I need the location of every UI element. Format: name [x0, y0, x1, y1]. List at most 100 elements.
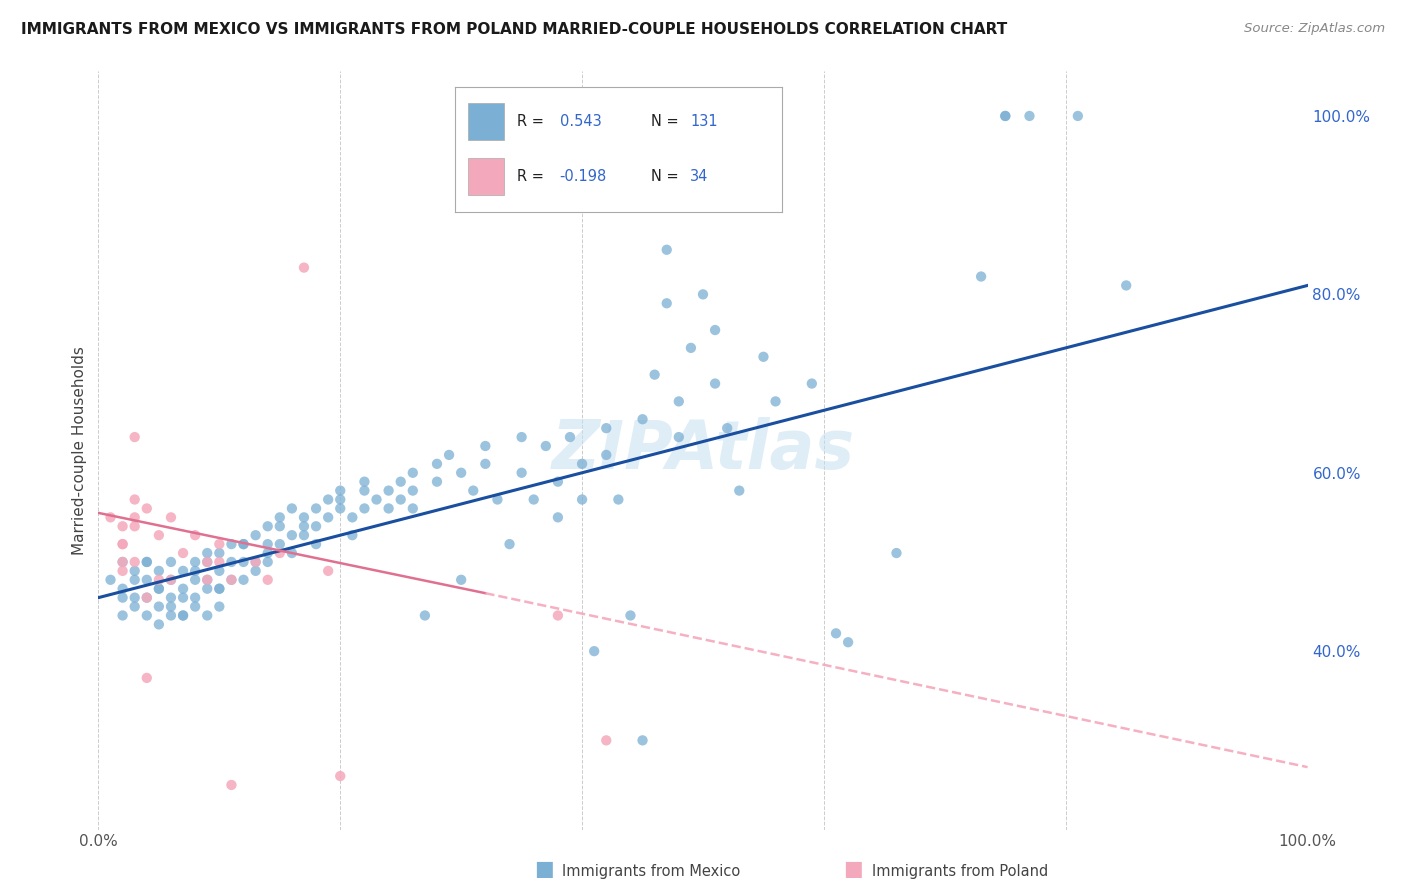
- Point: [450, 466, 472, 480]
- Point: [583, 644, 606, 658]
- Point: [245, 528, 267, 542]
- Point: [655, 296, 678, 310]
- Text: ZIPAtlas: ZIPAtlas: [551, 417, 855, 483]
- Text: IMMIGRANTS FROM MEXICO VS IMMIGRANTS FROM POLAND MARRIED-COUPLE HOUSEHOLDS CORRE: IMMIGRANTS FROM MEXICO VS IMMIGRANTS FRO…: [21, 22, 1007, 37]
- Point: [668, 394, 690, 409]
- Point: [353, 501, 375, 516]
- Text: ■: ■: [534, 859, 554, 879]
- Point: [292, 510, 315, 524]
- Point: [281, 528, 304, 542]
- Point: [135, 608, 157, 623]
- Point: [510, 466, 533, 480]
- Point: [1067, 109, 1090, 123]
- Point: [498, 537, 520, 551]
- Point: [135, 501, 157, 516]
- Point: [135, 555, 157, 569]
- Point: [595, 448, 617, 462]
- Point: [692, 287, 714, 301]
- Point: [184, 528, 207, 542]
- Point: [245, 555, 267, 569]
- Point: [172, 582, 194, 596]
- Point: [292, 260, 315, 275]
- Point: [148, 599, 170, 614]
- Point: [631, 412, 654, 426]
- Point: [704, 323, 727, 337]
- Point: [353, 475, 375, 489]
- Point: [547, 510, 569, 524]
- Point: [800, 376, 823, 391]
- Point: [195, 608, 218, 623]
- Point: [111, 555, 134, 569]
- Point: [124, 430, 146, 444]
- Point: [172, 546, 194, 560]
- Point: [256, 519, 278, 533]
- Point: [377, 501, 399, 516]
- Point: [184, 564, 207, 578]
- Point: [100, 510, 122, 524]
- Point: [184, 599, 207, 614]
- Point: [1115, 278, 1137, 293]
- Point: [245, 555, 267, 569]
- Point: [172, 608, 194, 623]
- Point: [269, 510, 291, 524]
- Point: [994, 109, 1017, 123]
- Point: [195, 573, 218, 587]
- Point: [486, 492, 509, 507]
- Point: [765, 394, 787, 409]
- Point: [208, 546, 231, 560]
- Point: [111, 555, 134, 569]
- Point: [124, 492, 146, 507]
- Text: Immigrants from Poland: Immigrants from Poland: [872, 863, 1047, 879]
- Point: [256, 573, 278, 587]
- Point: [426, 457, 449, 471]
- Point: [232, 537, 254, 551]
- Point: [148, 582, 170, 596]
- Point: [135, 591, 157, 605]
- Point: [644, 368, 666, 382]
- Text: Source: ZipAtlas.com: Source: ZipAtlas.com: [1244, 22, 1385, 36]
- Point: [256, 555, 278, 569]
- Point: [148, 528, 170, 542]
- Point: [329, 501, 352, 516]
- Point: [124, 555, 146, 569]
- Point: [208, 582, 231, 596]
- Point: [607, 492, 630, 507]
- Point: [232, 555, 254, 569]
- Point: [704, 376, 727, 391]
- Point: [292, 528, 315, 542]
- Point: [184, 573, 207, 587]
- Point: [837, 635, 859, 649]
- Point: [558, 430, 581, 444]
- Point: [195, 546, 218, 560]
- Y-axis label: Married-couple Households: Married-couple Households: [72, 346, 87, 555]
- Point: [160, 573, 183, 587]
- Point: [886, 546, 908, 560]
- Point: [571, 492, 593, 507]
- Point: [305, 537, 328, 551]
- Point: [172, 608, 194, 623]
- Point: [595, 421, 617, 435]
- Point: [208, 582, 231, 596]
- Point: [1018, 109, 1040, 123]
- Point: [510, 430, 533, 444]
- Point: [342, 528, 364, 542]
- Point: [184, 591, 207, 605]
- Point: [111, 519, 134, 533]
- Point: [111, 537, 134, 551]
- Point: [316, 510, 339, 524]
- Point: [232, 573, 254, 587]
- Point: [534, 439, 557, 453]
- Point: [135, 591, 157, 605]
- Point: [329, 769, 352, 783]
- Point: [402, 483, 425, 498]
- Point: [172, 591, 194, 605]
- Point: [752, 350, 775, 364]
- Point: [716, 421, 738, 435]
- Point: [111, 537, 134, 551]
- Point: [389, 475, 412, 489]
- Point: [195, 582, 218, 596]
- Point: [160, 591, 183, 605]
- Point: [668, 430, 690, 444]
- Point: [111, 608, 134, 623]
- Point: [135, 573, 157, 587]
